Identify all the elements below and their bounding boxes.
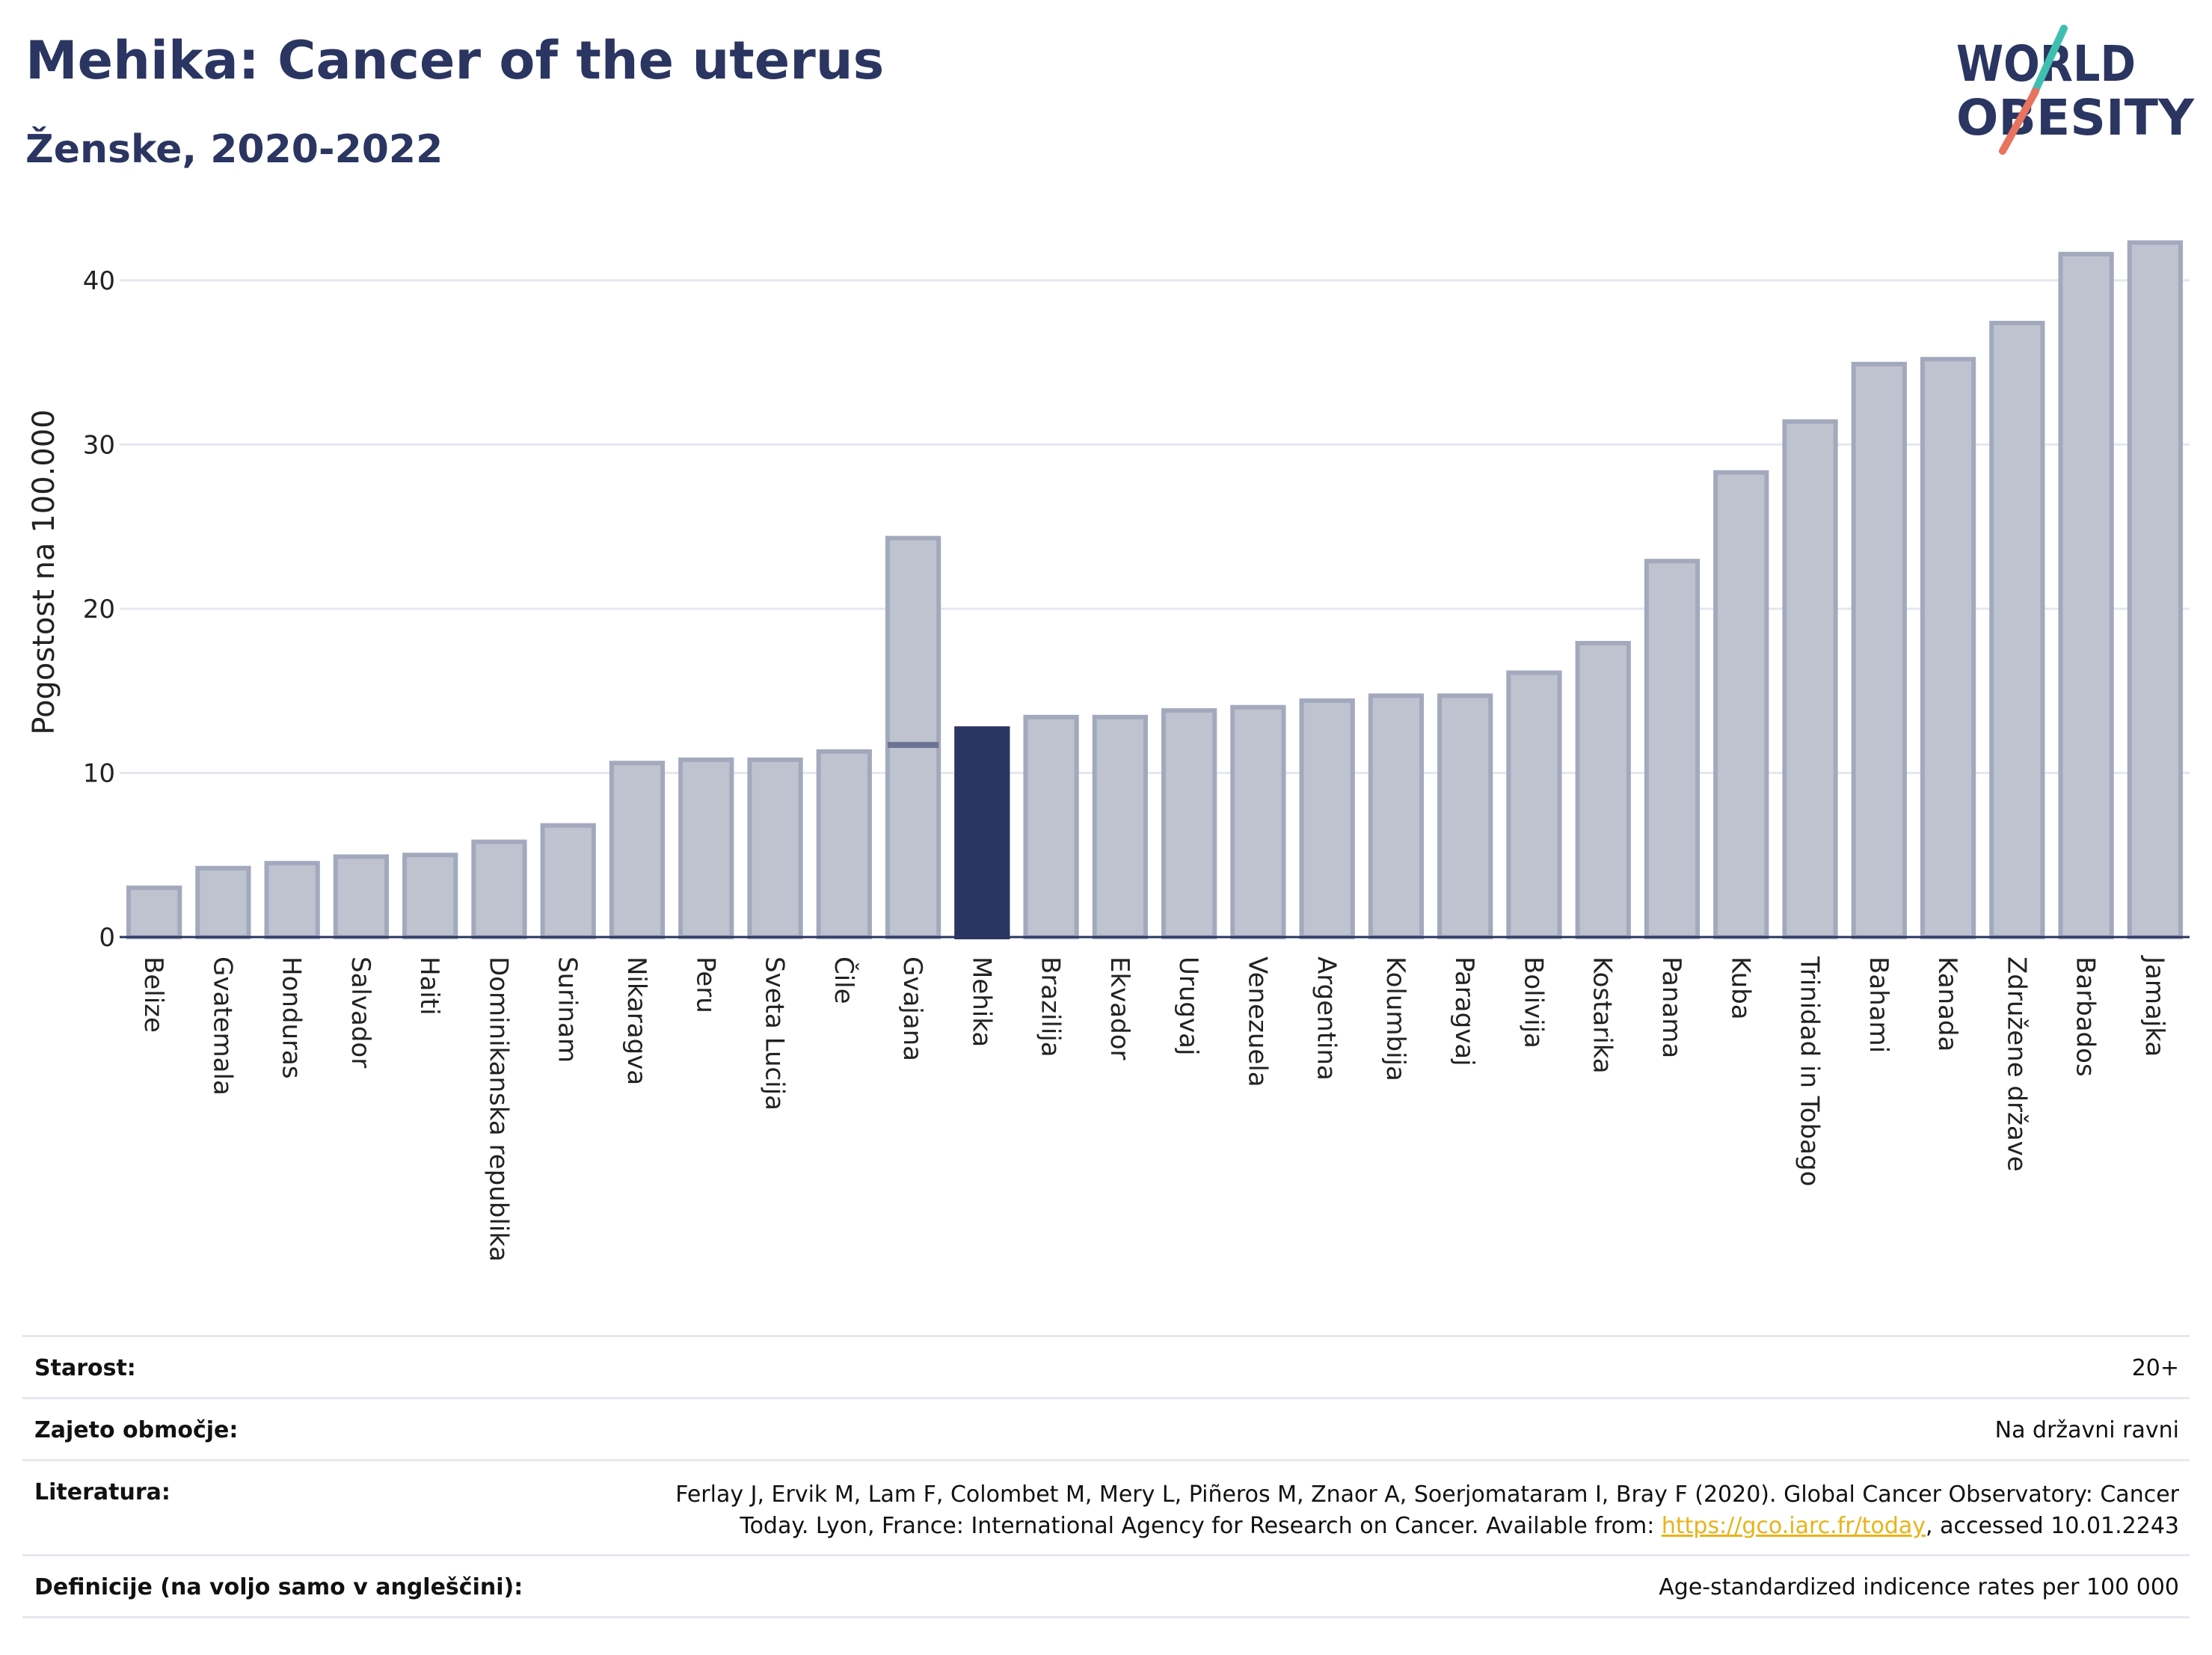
x-tick-label: Haiti [414,957,444,1016]
bar-honduras [264,861,320,940]
bar-venezuela [1230,704,1286,939]
info-value: 20+ [2131,1355,2179,1381]
bar-kostarika [1575,641,1631,939]
x-tick-label: Sveta Lucija [760,957,790,1111]
x-tick-label: Venezuela [1242,957,1272,1087]
x-tick-label: Honduras [277,957,307,1079]
y-tick-label: 30 [83,430,115,460]
literature-line-1: Ferlay J, Ervik M, Lam F, Colombet M, Me… [675,1481,2179,1508]
bar-združene-države [1989,320,2045,939]
x-tick-label: Kanada [1932,957,1962,1051]
x-tick-label: Združene države [2001,957,2031,1172]
bar-kuba [1713,470,1769,939]
bar-mehika [954,726,1010,939]
info-value: Ferlay J, Ervik M, Lam F, Colombet M, Me… [675,1479,2190,1542]
grid-lines [120,279,2190,774]
bars [126,240,2184,940]
bar-salvador [333,854,390,939]
bar-bahami [1851,361,1907,939]
world-obesity-logo: WORLD OBESITY [1956,25,2195,155]
bar-argentina [1299,698,1355,939]
info-value: Age-standardized indicence rates per 100… [1659,1574,2179,1600]
x-tick-label: Argentina [1312,957,1342,1081]
info-row-literature: Literatura: Ferlay J, Ervik M, Lam F, Co… [22,1459,2190,1554]
x-tick-label: Surinam [553,957,583,1063]
y-tick-label: 20 [83,595,115,624]
x-tick-label: Salvador [345,957,375,1068]
x-tick-label: Brazilija [1036,957,1066,1057]
x-tick-label: Kolumbija [1380,957,1410,1081]
bar-sveta-lucija [747,757,803,940]
bar-peru [678,757,734,940]
bar-paragvaj [1437,693,1493,939]
bar-bolivija [1506,670,1562,939]
bar-surinam [540,823,596,939]
x-tick-label: Belize [138,957,168,1033]
bar-chart: 0 10 20 30 40 Belize Gvatemala Honduras Salvado… [27,240,2190,1262]
bar-trinidad-in-tobago [1782,419,1838,939]
chart-subtitle: Ženske, 2020-2022 [25,127,443,172]
x-tick-label: Gvajana [897,957,927,1061]
x-tick-label: Bolivija [1518,957,1548,1048]
x-tick-label: Nikaragva [621,957,651,1085]
info-label: Definicije (na voljo samo v angleščini): [34,1574,523,1600]
x-tick-label: Peru [690,957,720,1013]
x-tick-label: Ekvador [1105,957,1134,1060]
info-row-coverage: Zajeto območje: Na državni ravni [22,1397,2190,1459]
x-tick-label: Gvatemala [207,957,237,1096]
bar-jamajka [2127,240,2184,940]
y-tick-labels: 0 10 20 30 40 [83,266,115,953]
bar-gvatemala [195,865,251,939]
x-tick-labels: Belize Gvatemala Honduras Salvador Haiti Domi… [138,955,2169,1262]
x-tick-label: Jamajka [2139,955,2169,1057]
info-label: Starost: [34,1355,136,1381]
x-tick-label: Čile [829,957,859,1004]
x-tick-label: Panama [1656,957,1686,1058]
bar-ekvador [1092,714,1149,939]
bar-gvajana [885,535,941,939]
bar-panama [1644,559,1701,939]
info-value: Na državni ravni [1994,1417,2179,1443]
x-tick-label: Trinidad in Tobago [1795,956,1825,1186]
x-tick-label: Barbados [2071,957,2101,1077]
y-tick-label: 0 [99,923,115,953]
logo-slash-bottom [1999,87,2039,155]
info-table: Starost: 20+ Zajeto območje: Na državni … [22,1335,2190,1618]
bar-urugvaj [1161,708,1217,940]
y-axis-label: Pogostost na 100.000 [27,409,61,734]
literature-line-2-end: , accessed 10.01.2243 [1926,1513,2179,1539]
x-tick-label: Mehika [966,957,996,1047]
bar-nikaragva [609,761,666,939]
x-tick-label: Kostarika [1588,957,1617,1074]
literature-link[interactable]: https://gco.iarc.fr/today [1661,1513,1926,1539]
y-tick-label: 40 [83,266,115,296]
bar-barbados [2058,251,2114,940]
bar-brazilija [1023,714,1079,939]
x-tick-label: Bahami [1864,957,1893,1053]
info-row-definitions: Definicije (na voljo samo v angleščini):… [22,1554,2190,1618]
x-tick-label: Kuba [1725,957,1755,1020]
chart-title: Mehika: Cancer of the uterus [25,30,885,91]
bar-kolumbija [1368,693,1425,939]
info-row-age: Starost: 20+ [22,1335,2190,1397]
bar-čile [816,749,872,939]
bar-dominikanska-republika [471,839,527,940]
y-tick-label: 10 [83,758,115,788]
bar-haiti [402,853,458,940]
info-label: Zajeto območje: [34,1417,239,1443]
x-tick-label: Dominikanska republika [483,957,513,1262]
logo-slash-top [2030,25,2068,97]
literature-line-2: Today. Lyon, France: International Agenc… [740,1513,1662,1539]
x-tick-label: Urugvaj [1173,957,1203,1055]
logo-line-2: OBESITY [1956,89,2195,147]
bar-kanada [1920,357,1976,939]
info-label: Literatura: [34,1479,170,1505]
x-tick-label: Paragvaj [1449,957,1479,1066]
bar-belize [126,885,182,940]
